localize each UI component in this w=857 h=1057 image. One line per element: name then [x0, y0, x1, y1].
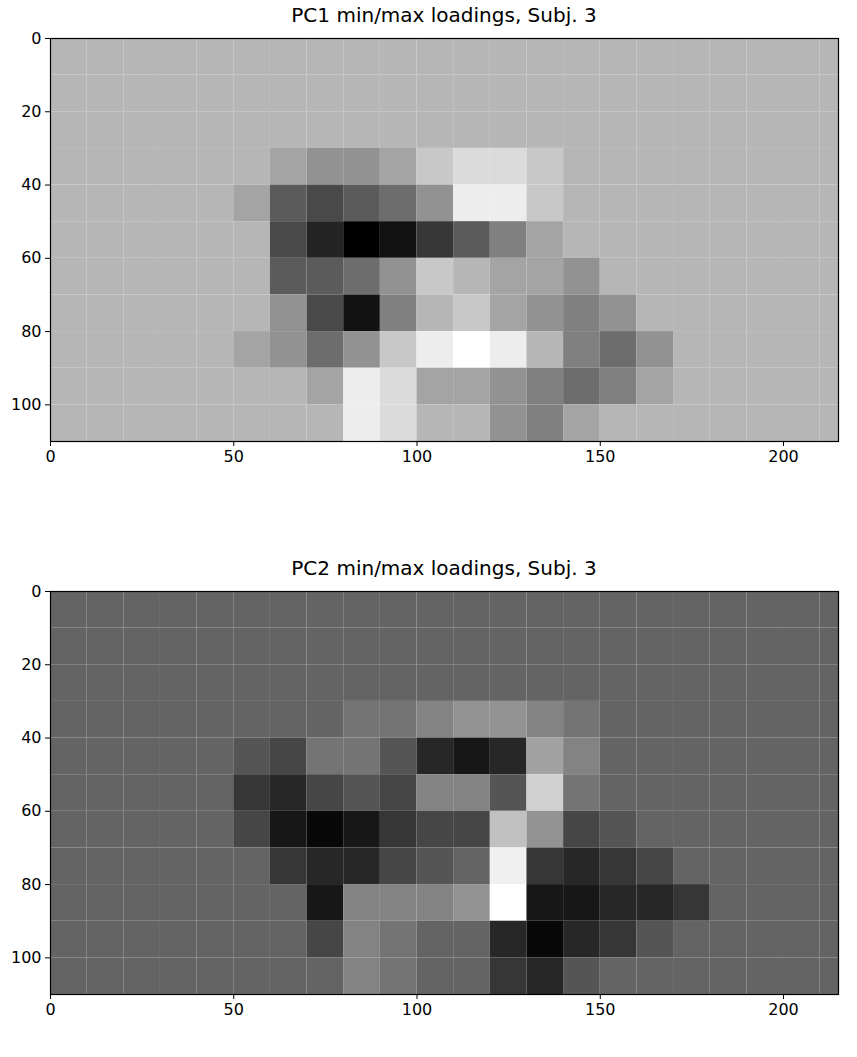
- svg-text:50: 50: [224, 1000, 244, 1019]
- svg-text:80: 80: [21, 875, 41, 894]
- svg-text:100: 100: [402, 1000, 433, 1019]
- svg-text:200: 200: [768, 1000, 799, 1019]
- svg-text:60: 60: [21, 801, 41, 820]
- svg-text:0: 0: [45, 1000, 55, 1019]
- svg-text:150: 150: [585, 447, 616, 466]
- svg-text:80: 80: [21, 322, 41, 341]
- svg-text:40: 40: [21, 728, 41, 747]
- html-text:PC1 min/max loadings, Subj. 3: PC1 min/max loadings, Subj. 3: [291, 3, 597, 27]
- svg-text:20: 20: [21, 655, 41, 674]
- svg-text:40: 40: [21, 175, 41, 194]
- svg-text:100: 100: [402, 447, 433, 466]
- svg-text:60: 60: [21, 248, 41, 267]
- svg-text:100: 100: [11, 948, 42, 967]
- svg-text:0: 0: [31, 583, 41, 601]
- svg-text:100: 100: [11, 395, 42, 414]
- svg-text:200: 200: [768, 447, 799, 466]
- html-text:PC2 min/max loadings, Subj. 3: PC2 min/max loadings, Subj. 3: [291, 556, 597, 580]
- svg-text:0: 0: [31, 30, 41, 48]
- svg-text:0: 0: [45, 447, 55, 466]
- svg-text:150: 150: [585, 1000, 616, 1019]
- svg-text:20: 20: [21, 102, 41, 121]
- svg-text:50: 50: [224, 447, 244, 466]
